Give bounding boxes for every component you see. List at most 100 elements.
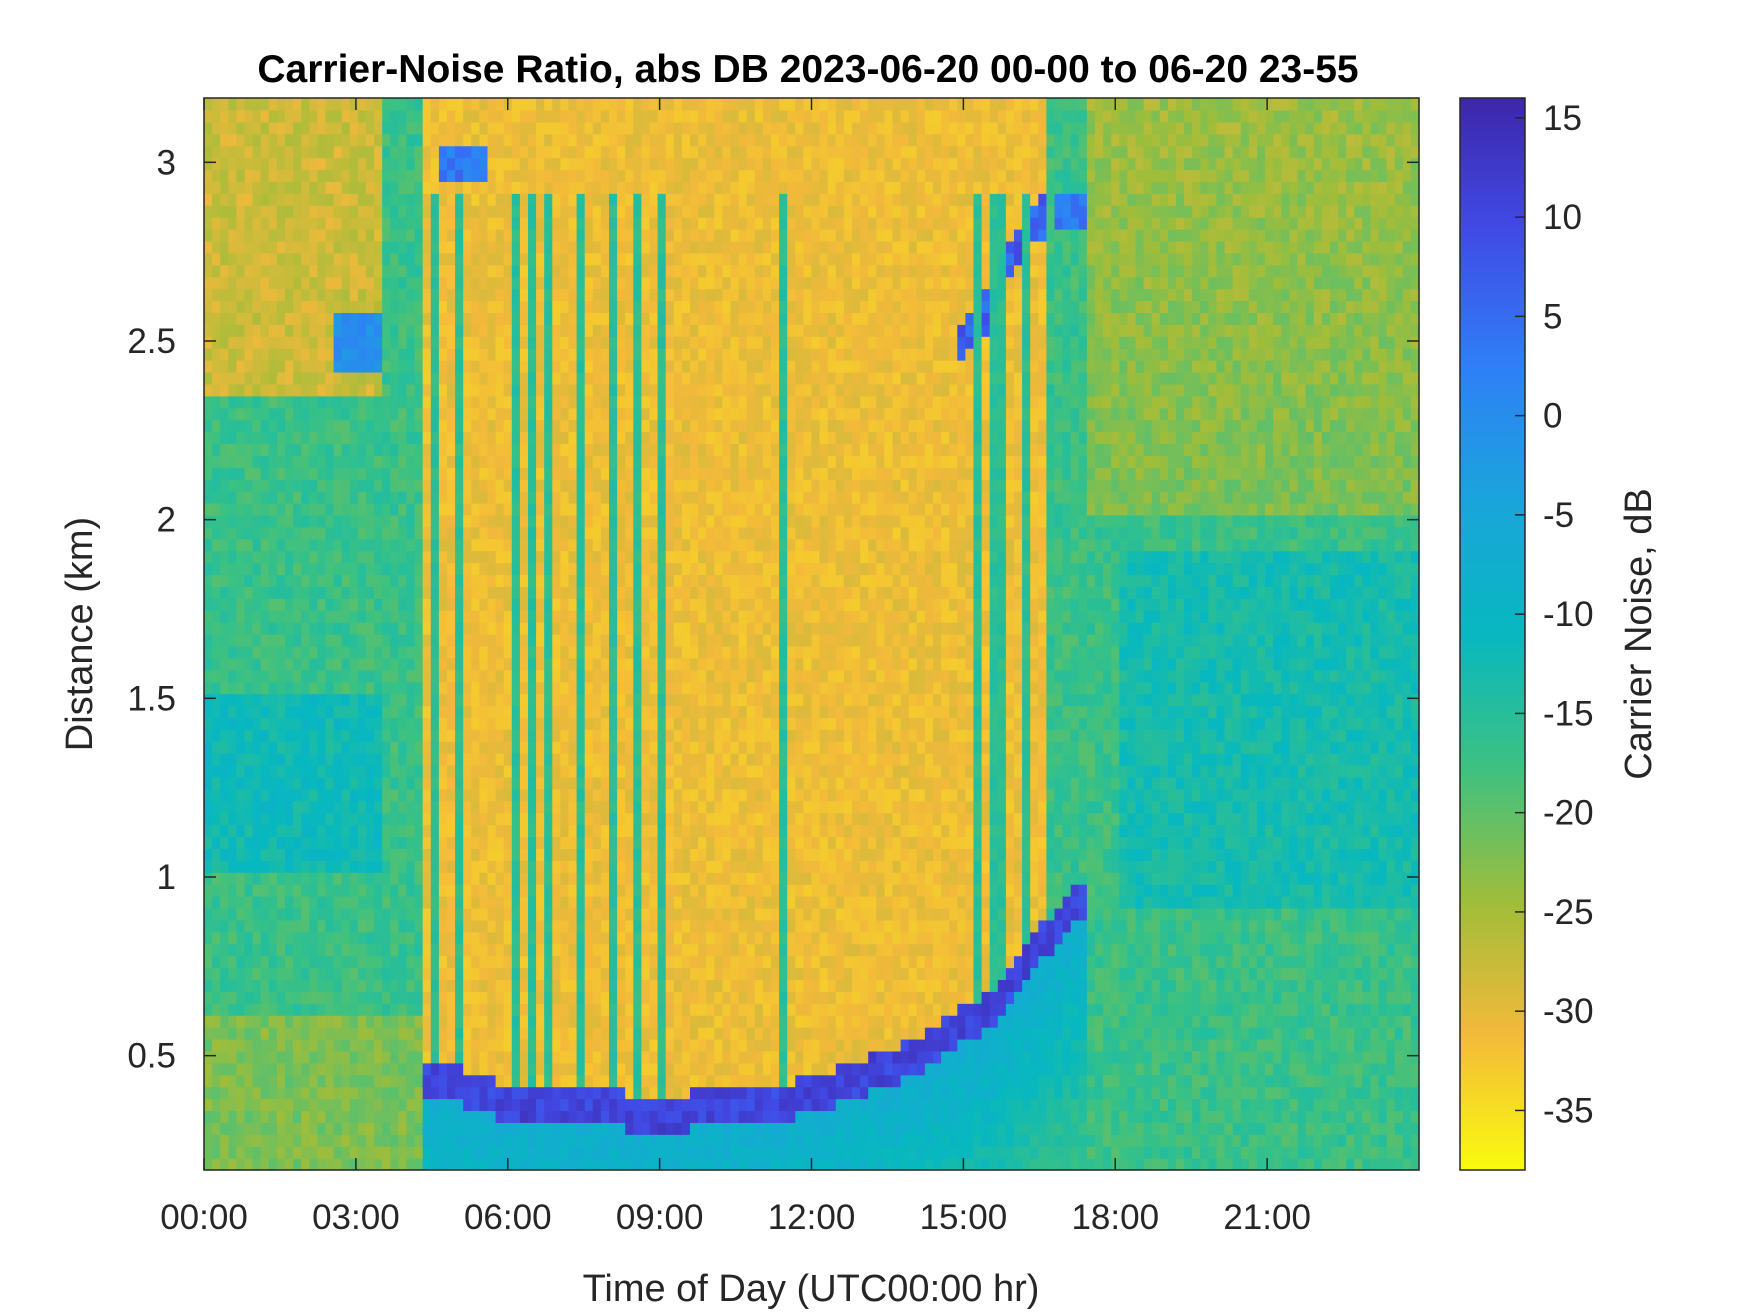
heatmap-cell <box>536 776 545 790</box>
heatmap-cell <box>536 169 545 182</box>
heatmap-cell <box>333 907 343 921</box>
heatmap-cell <box>503 967 513 981</box>
heatmap-cell <box>228 181 237 194</box>
heatmap-cell <box>528 836 537 849</box>
heatmap-cell <box>438 348 448 361</box>
heatmap-cell <box>609 133 618 147</box>
heatmap-cell <box>390 479 399 492</box>
heatmap-cell <box>471 979 480 992</box>
heatmap-cell <box>495 669 505 683</box>
heatmap-cell <box>600 288 610 302</box>
heatmap-cell <box>625 360 634 373</box>
heatmap-cell <box>576 634 586 647</box>
heatmap-cell <box>244 788 254 802</box>
heatmap-cell <box>544 1134 553 1147</box>
heatmap-cell <box>519 145 529 159</box>
heatmap-cell <box>349 419 359 433</box>
heatmap-cell <box>309 967 318 981</box>
heatmap-cell <box>487 252 497 266</box>
heatmap-cell <box>398 98 408 111</box>
heatmap-cell <box>212 324 221 337</box>
heatmap-cell <box>390 431 399 445</box>
heatmap-cell <box>357 229 367 242</box>
heatmap-cell <box>633 741 642 754</box>
heatmap-cell <box>552 776 561 790</box>
heatmap-cell <box>617 526 626 540</box>
heatmap-cell <box>625 931 634 945</box>
heatmap-cell <box>301 169 310 182</box>
heatmap-cell <box>285 836 294 849</box>
heatmap-cell <box>536 407 545 421</box>
heatmap-cell <box>390 467 399 480</box>
heatmap-cell <box>341 526 351 540</box>
heatmap-cell <box>455 943 464 957</box>
heatmap-cell <box>220 1050 229 1064</box>
heatmap-cell <box>495 884 505 897</box>
heatmap-cell <box>317 753 327 766</box>
heatmap-cell <box>260 1110 270 1123</box>
heatmap-cell <box>438 991 448 1004</box>
heatmap-cell <box>406 1110 416 1123</box>
heatmap-cell <box>333 169 343 182</box>
heatmap-cell <box>422 931 432 945</box>
heatmap-cell <box>357 419 367 433</box>
heatmap-cell <box>568 1098 578 1112</box>
heatmap-cell <box>447 407 456 421</box>
heatmap-cell <box>592 121 602 135</box>
heatmap-cell <box>503 836 513 849</box>
heatmap-cell <box>236 312 246 325</box>
heatmap-cell <box>625 896 634 909</box>
heatmap-cell <box>301 288 310 302</box>
heatmap-cell <box>495 205 505 218</box>
heatmap-cell <box>390 1015 399 1028</box>
heatmap-cell <box>576 443 586 456</box>
heatmap-cell <box>649 907 659 921</box>
heatmap-cell <box>236 419 246 433</box>
heatmap-cell <box>244 907 254 921</box>
heatmap-cell <box>544 848 553 861</box>
heatmap-cell <box>592 395 602 409</box>
heatmap-cell <box>568 1122 578 1135</box>
heatmap-cell <box>341 205 351 218</box>
heatmap-cell <box>495 610 505 623</box>
heatmap-cell <box>301 955 310 969</box>
heatmap-cell <box>228 1086 237 1100</box>
heatmap-cell <box>422 907 432 921</box>
heatmap-cell <box>495 502 505 516</box>
heatmap-cell <box>406 693 416 707</box>
heatmap-cell <box>252 884 262 897</box>
heatmap-cell <box>633 371 642 385</box>
heatmap-cell <box>528 919 537 933</box>
heatmap-cell <box>625 324 634 337</box>
heatmap-cell <box>633 252 642 266</box>
heatmap-cell <box>633 1110 642 1123</box>
heatmap-cell <box>560 1158 570 1171</box>
heatmap-cell <box>519 229 529 242</box>
heatmap-cell <box>374 240 383 254</box>
heatmap-cell <box>252 383 262 397</box>
heatmap-cell <box>528 788 537 802</box>
heatmap-cell <box>584 645 594 659</box>
heatmap-cell <box>528 753 537 766</box>
heatmap-cell <box>244 1086 254 1100</box>
heatmap-cell <box>479 407 489 421</box>
heatmap-cell <box>276 800 286 814</box>
heatmap-cell <box>511 622 521 635</box>
heatmap-cell <box>438 383 448 397</box>
heatmap-cell <box>560 193 570 206</box>
heatmap-cell <box>382 121 391 135</box>
heatmap-cell <box>390 884 399 897</box>
heatmap-cell <box>487 907 497 921</box>
heatmap-cell <box>536 348 545 361</box>
heatmap-cell <box>236 1086 246 1100</box>
heatmap-cell <box>374 395 383 409</box>
heatmap-cell <box>390 800 399 814</box>
heatmap-cell <box>406 467 416 480</box>
heatmap-cell <box>641 765 651 778</box>
heatmap-cell <box>268 538 278 552</box>
heatmap-cell <box>584 371 594 385</box>
heatmap-cell <box>422 729 432 742</box>
heatmap-cell <box>447 121 456 135</box>
heatmap-cell <box>244 1015 254 1028</box>
heatmap-cell <box>641 205 651 218</box>
